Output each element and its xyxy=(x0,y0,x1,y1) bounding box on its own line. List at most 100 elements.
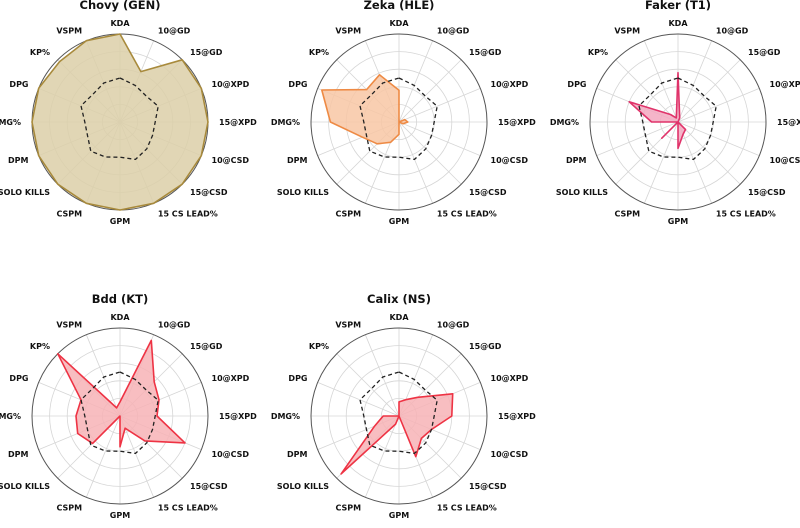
grid-spoke xyxy=(398,121,462,185)
radar-chart: KDA 10@GD 15@GD 10@XPD 15@XPD 10@CSD 15@CSD 15 … xyxy=(0,0,257,226)
axis-label: SOLO KILLS xyxy=(277,482,329,491)
grid-spoke xyxy=(317,381,400,417)
axis-label: 15 CS LEAD% xyxy=(437,504,497,513)
grid-spoke xyxy=(677,121,713,204)
axis-label: 15@GD xyxy=(469,48,502,57)
reference-series xyxy=(80,77,159,161)
player-series xyxy=(340,392,454,475)
axis-label: 15@GD xyxy=(469,342,502,351)
axis-label: 15@XPD xyxy=(498,118,536,127)
axis-label: 10@XPD xyxy=(491,80,529,89)
chart-title: Bdd (KT) xyxy=(92,292,149,306)
axis-label: 15@GD xyxy=(190,342,223,351)
axis-label: 15@GD xyxy=(190,48,223,57)
axis-label: 15@CSD xyxy=(190,188,228,197)
grid-spoke xyxy=(119,415,155,498)
axis-label: DPM xyxy=(8,450,29,459)
axis-label: 15@CSD xyxy=(190,482,228,491)
axis-label: GPM xyxy=(110,217,130,226)
grid-spoke xyxy=(398,121,434,204)
player-series xyxy=(320,74,409,145)
outer-frame xyxy=(31,327,209,505)
outer-frame xyxy=(310,33,488,211)
axis-label: DMG% xyxy=(271,118,300,127)
axis-label: 15@GD xyxy=(748,48,781,57)
grid-spoke xyxy=(398,87,481,123)
axis-label: 15@XPD xyxy=(219,412,257,421)
axis-label: GPM xyxy=(389,217,409,226)
axis-label: 10@XPD xyxy=(491,374,529,383)
grid-spoke xyxy=(398,59,462,123)
axis-label: DMG% xyxy=(271,412,300,421)
player-series xyxy=(56,339,186,448)
axis-label: VSPM xyxy=(56,27,82,36)
axis-label: SOLO KILLS xyxy=(0,482,50,491)
axis-label: 10@XPD xyxy=(212,374,250,383)
grid-spoke xyxy=(677,87,760,123)
axis-label: DPM xyxy=(287,156,308,165)
grid-spoke xyxy=(398,40,434,123)
axis-label: KP% xyxy=(30,342,50,351)
axis-label: CSPM xyxy=(56,504,82,513)
grid-spoke xyxy=(643,40,679,123)
axis-label: VSPM xyxy=(56,321,82,330)
radar-chart: KDA 10@GD 15@GD 10@XPD 15@XPD 10@CSD 15@CSD 15 … xyxy=(0,292,257,520)
axis-label: KDA xyxy=(668,19,688,28)
axis-label: DPG xyxy=(9,80,28,89)
grid-spoke xyxy=(364,334,400,417)
axis-label: DPG xyxy=(567,80,586,89)
axis-label: CSPM xyxy=(335,504,361,513)
grid-spoke xyxy=(615,59,679,123)
axis-label: KP% xyxy=(588,48,608,57)
chart-title: Chovy (GEN) xyxy=(80,0,161,12)
axis-label: 10@XPD xyxy=(770,80,800,89)
axis-label: 10@GD xyxy=(158,321,191,330)
axis-label: DPM xyxy=(8,156,29,165)
axis-label: DPM xyxy=(566,156,587,165)
axis-label: KDA xyxy=(389,19,409,28)
grid-spoke xyxy=(677,121,760,157)
axis-label: 15@CSD xyxy=(469,188,507,197)
axis-label: DPG xyxy=(288,80,307,89)
axis-label: GPM xyxy=(110,511,130,520)
player-series xyxy=(628,71,687,150)
axis-label: 10@CSD xyxy=(491,156,529,165)
reference-series xyxy=(359,371,438,455)
axis-label: 15 CS LEAD% xyxy=(158,504,218,513)
radar-chart: KDA 10@GD 15@GD 10@XPD 15@XPD 10@CSD 15@CSD 15 … xyxy=(271,0,536,226)
axis-label: 15 CS LEAD% xyxy=(716,210,776,219)
axis-label: SOLO KILLS xyxy=(0,188,50,197)
reference-series xyxy=(80,371,159,455)
axis-label: KDA xyxy=(389,313,409,322)
axis-label: DMG% xyxy=(550,118,579,127)
axis-label: 10@CSD xyxy=(212,156,250,165)
radar-chart: KDA 10@GD 15@GD 10@XPD 15@XPD 10@CSD 15@CSD 15 … xyxy=(271,292,536,520)
grid-spoke xyxy=(677,121,741,185)
axis-label: DMG% xyxy=(0,118,21,127)
grid-spoke xyxy=(336,353,400,417)
grid-spoke xyxy=(364,415,400,498)
axis-label: 10@CSD xyxy=(491,450,529,459)
axis-label: DMG% xyxy=(0,412,21,421)
axis-label: 15@XPD xyxy=(219,118,257,127)
axis-label: CSPM xyxy=(56,210,82,219)
axis-label: GPM xyxy=(389,511,409,520)
axis-label: DPG xyxy=(9,374,28,383)
axis-label: 10@GD xyxy=(437,321,470,330)
chart-title: Faker (T1) xyxy=(645,0,711,12)
axis-label: GPM xyxy=(668,217,688,226)
outer-frame xyxy=(310,327,488,505)
axis-label: KP% xyxy=(30,48,50,57)
chart-title: Calix (NS) xyxy=(367,292,431,306)
axis-label: 10@GD xyxy=(716,27,749,36)
axis-label: KDA xyxy=(110,313,130,322)
axis-label: VSPM xyxy=(614,27,640,36)
outer-frame xyxy=(589,33,767,211)
axis-label: 10@CSD xyxy=(212,450,250,459)
grid-spoke xyxy=(398,121,481,157)
axis-label: 15 CS LEAD% xyxy=(158,210,218,219)
axis-label: DPM xyxy=(287,450,308,459)
axis-label: 10@XPD xyxy=(212,80,250,89)
axis-label: 15 CS LEAD% xyxy=(437,210,497,219)
player-series xyxy=(31,33,209,211)
